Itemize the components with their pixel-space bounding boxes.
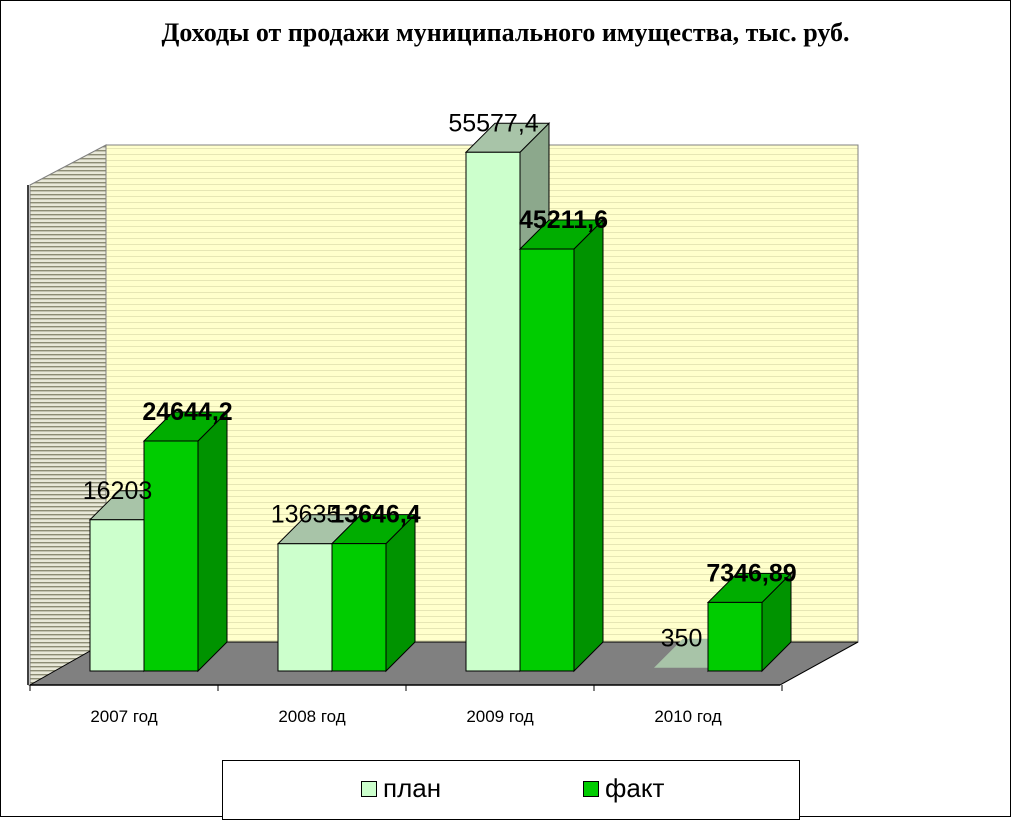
bar-front [519,248,575,672]
data-label-fact-2: 45211,6 [519,206,608,234]
legend-swatch-plan [361,780,377,797]
data-label-fact-3: 7346,89 [706,559,796,587]
x-tick-label-2: 2009 год [466,707,533,726]
legend-label-fact: факт [605,773,665,803]
data-label-plan-2: 55577,4 [448,109,538,137]
bar-fact-2 [518,218,605,673]
bar-front [465,151,521,672]
bar-front [331,543,387,672]
chart-walls [27,144,859,686]
data-label-plan-3: 350 [661,625,703,653]
data-label-plan-1: 13635 [271,501,341,529]
x-tick-label-1: 2008 год [278,707,345,726]
chart-bars [88,122,793,673]
data-label-fact-1: 13646,4 [330,501,420,529]
bar-front [89,519,145,672]
bar-front [277,543,333,672]
bar-fact-1 [330,513,417,673]
legend-item-fact: факт [583,773,664,804]
bar-fact-0 [142,410,229,673]
data-label-fact-0: 24644,2 [142,398,232,426]
bar-front [143,440,199,672]
legend-label-plan: план [383,773,442,803]
legend-item-plan: план [361,773,441,804]
legend-swatch-fact [583,780,599,797]
x-axis: 2007 год 2008 год 2009 год 2010 год [29,684,783,726]
bar-front [707,601,763,672]
bar-fact-3 [706,572,793,673]
chart-title: Доходы от продажи муниципального имущест… [161,18,850,47]
bar-side [197,410,228,673]
x-tick-label-0: 2007 год [90,707,157,726]
x-tick-label-3: 2010 год [654,707,721,726]
legend: план факт [222,760,800,820]
bar-side [573,218,604,673]
data-label-plan-0: 16203 [83,477,153,505]
